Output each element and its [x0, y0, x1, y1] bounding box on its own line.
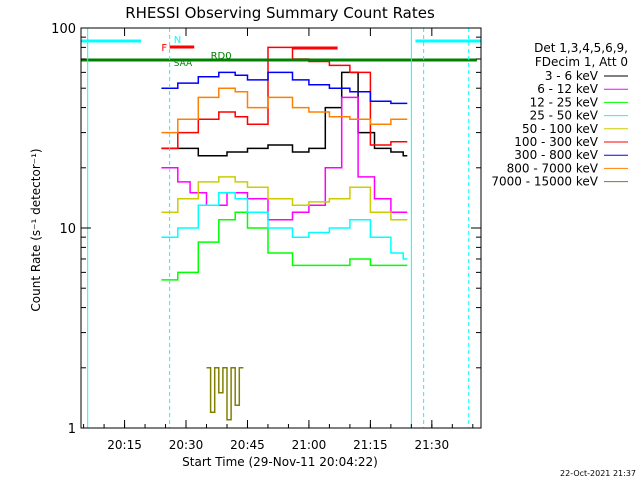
y-tick-label-1: 10	[59, 222, 76, 237]
x-tick-label-3: 21:00	[292, 438, 327, 452]
legend-label-4: 50 - 100 keV	[522, 122, 599, 136]
series-line-1	[161, 96, 408, 221]
annotation-label-0: N	[174, 35, 181, 46]
legend-label-3: 25 - 50 keV	[530, 109, 599, 123]
legend-label-0: 3 - 6 keV	[545, 69, 599, 83]
legend-header-decimation: FDecim 1, Att 0	[535, 55, 628, 69]
series-line-6	[161, 71, 408, 105]
legend-label-2: 12 - 25 keV	[530, 95, 599, 109]
chart-title: RHESSI Observing Summary Count Rates	[125, 4, 435, 22]
annotation-label-1: F	[161, 43, 167, 54]
legend-label-8: 7000 - 15000 keV	[491, 175, 598, 189]
legend-label-7: 800 - 7000 keV	[507, 161, 599, 175]
series-line-4	[161, 176, 408, 221]
generation-timestamp: 22-Oct-2021 21:37	[560, 469, 636, 478]
data-series-group	[161, 46, 408, 421]
y-tick-label-2: 100	[51, 22, 76, 37]
x-tick-label-4: 21:15	[353, 438, 388, 452]
annotation-label-3: SAA	[174, 59, 193, 69]
x-tick-label-0: 20:15	[107, 438, 142, 452]
y-axis-label: Count Rate (s⁻¹ detector⁻¹)	[29, 148, 43, 311]
x-axis-label: Start Time (29-Nov-11 20:04:22)	[182, 455, 378, 469]
legend-label-5: 100 - 300 keV	[514, 135, 598, 149]
legend-header-detectors: Det 1,3,4,5,6,9,	[534, 41, 628, 55]
series-line-3	[161, 192, 408, 260]
annotation-label-2: RD0	[211, 51, 232, 62]
legend-label-1: 6 - 12 keV	[537, 82, 599, 96]
legend-label-6: 300 - 800 keV	[514, 148, 598, 162]
series-line-0	[161, 71, 408, 157]
legend: Det 1,3,4,5,6,9, FDecim 1, Att 0 3 - 6 k…	[491, 41, 628, 189]
series-line-2	[161, 211, 408, 281]
x-tick-label-5: 21:30	[415, 438, 450, 452]
series-line-7	[161, 87, 408, 134]
x-tick-label-1: 20:30	[169, 438, 204, 452]
y-tick-label-0: 1	[68, 422, 76, 437]
series-line-8	[206, 367, 244, 421]
axis-ticks-group: 20:15 20:30 20:45 21:00 21:15 21:30 1 10 100	[51, 22, 481, 452]
x-tick-label-2: 20:45	[230, 438, 265, 452]
